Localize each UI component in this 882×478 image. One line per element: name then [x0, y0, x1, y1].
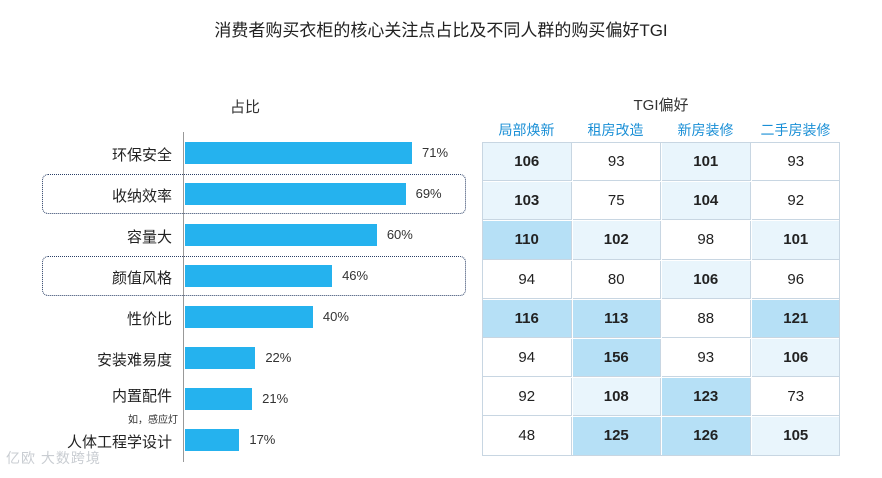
tgi-table-header: TGI偏好 — [633, 97, 689, 114]
bar-axis-line — [183, 132, 184, 462]
tgi-cell: 106 — [751, 339, 840, 378]
tgi-cell: 94 — [483, 339, 572, 378]
category-label: 内置配件 — [111, 388, 172, 405]
category-label: 容量大 — [126, 229, 172, 246]
category-note: 如，感应灯 — [128, 415, 178, 426]
bar-value-label: 22% — [265, 350, 292, 365]
watermark-logo: 亿欧 大数跨境 — [6, 450, 101, 466]
bar — [185, 429, 240, 451]
tgi-cell: 92 — [483, 378, 572, 417]
category-label: 环保安全 — [111, 147, 172, 164]
bar — [185, 306, 313, 328]
bar — [185, 183, 406, 205]
highlight-box — [42, 174, 466, 214]
tgi-cell: 116 — [483, 299, 572, 338]
tgi-cell: 73 — [751, 378, 840, 417]
tgi-column-header: 二手房装修 — [760, 122, 831, 138]
tgi-cell: 108 — [572, 378, 661, 417]
tgi-cell: 92 — [751, 182, 840, 221]
tgi-cell: 102 — [572, 221, 661, 260]
bar — [185, 265, 333, 287]
tgi-cell: 80 — [572, 260, 661, 299]
tgi-cell: 94 — [483, 260, 572, 299]
tgi-cell: 88 — [662, 299, 751, 338]
tgi-cell: 106 — [483, 143, 572, 182]
category-label: 颜值风格 — [111, 270, 172, 287]
bar — [185, 388, 253, 410]
highlight-box — [42, 256, 466, 296]
tgi-cell: 113 — [572, 299, 661, 338]
bar-value-label: 46% — [342, 268, 369, 283]
tgi-table-frame — [482, 142, 840, 456]
tgi-cell: 126 — [662, 417, 751, 456]
tgi-cell: 105 — [751, 417, 840, 456]
bar — [185, 142, 412, 164]
tgi-cell: 125 — [572, 417, 661, 456]
tgi-cell: 96 — [751, 260, 840, 299]
tgi-column-header: 新房装修 — [677, 122, 734, 138]
bar-value-label: 69% — [415, 186, 442, 201]
tgi-cell: 48 — [483, 417, 572, 456]
tgi-cell: 101 — [662, 143, 751, 182]
tgi-cell: 110 — [483, 221, 572, 260]
tgi-column-header: 租房改造 — [587, 122, 644, 138]
chart-title: 消费者购买衣柜的核心关注点占比及不同人群的购买偏好TGI — [214, 21, 668, 40]
category-label: 收纳效率 — [111, 188, 172, 205]
tgi-cell: 75 — [572, 182, 661, 221]
tgi-cell: 106 — [662, 260, 751, 299]
category-label: 性价比 — [126, 311, 172, 328]
tgi-cell: 93 — [751, 143, 840, 182]
tgi-cell: 98 — [662, 221, 751, 260]
tgi-cell: 93 — [572, 143, 661, 182]
bar — [185, 347, 256, 369]
tgi-column-header: 局部焕新 — [498, 122, 555, 138]
tgi-cell: 93 — [662, 339, 751, 378]
tgi-cell: 121 — [751, 299, 840, 338]
category-label: 人体工程学设计 — [66, 434, 172, 451]
tgi-cell: 103 — [483, 182, 572, 221]
bar-value-label: 40% — [322, 309, 349, 324]
bar — [185, 224, 377, 246]
tgi-cell: 123 — [662, 378, 751, 417]
tgi-cell: 156 — [572, 339, 661, 378]
bar-value-label: 21% — [262, 391, 289, 406]
bar-value-label: 17% — [249, 432, 276, 447]
tgi-cell: 104 — [662, 182, 751, 221]
category-label: 安装难易度 — [96, 352, 172, 369]
bar-chart-header: 占比 — [230, 99, 261, 116]
bar-value-label: 60% — [386, 227, 413, 242]
bar-value-label: 71% — [422, 145, 449, 160]
tgi-cell: 101 — [751, 221, 840, 260]
